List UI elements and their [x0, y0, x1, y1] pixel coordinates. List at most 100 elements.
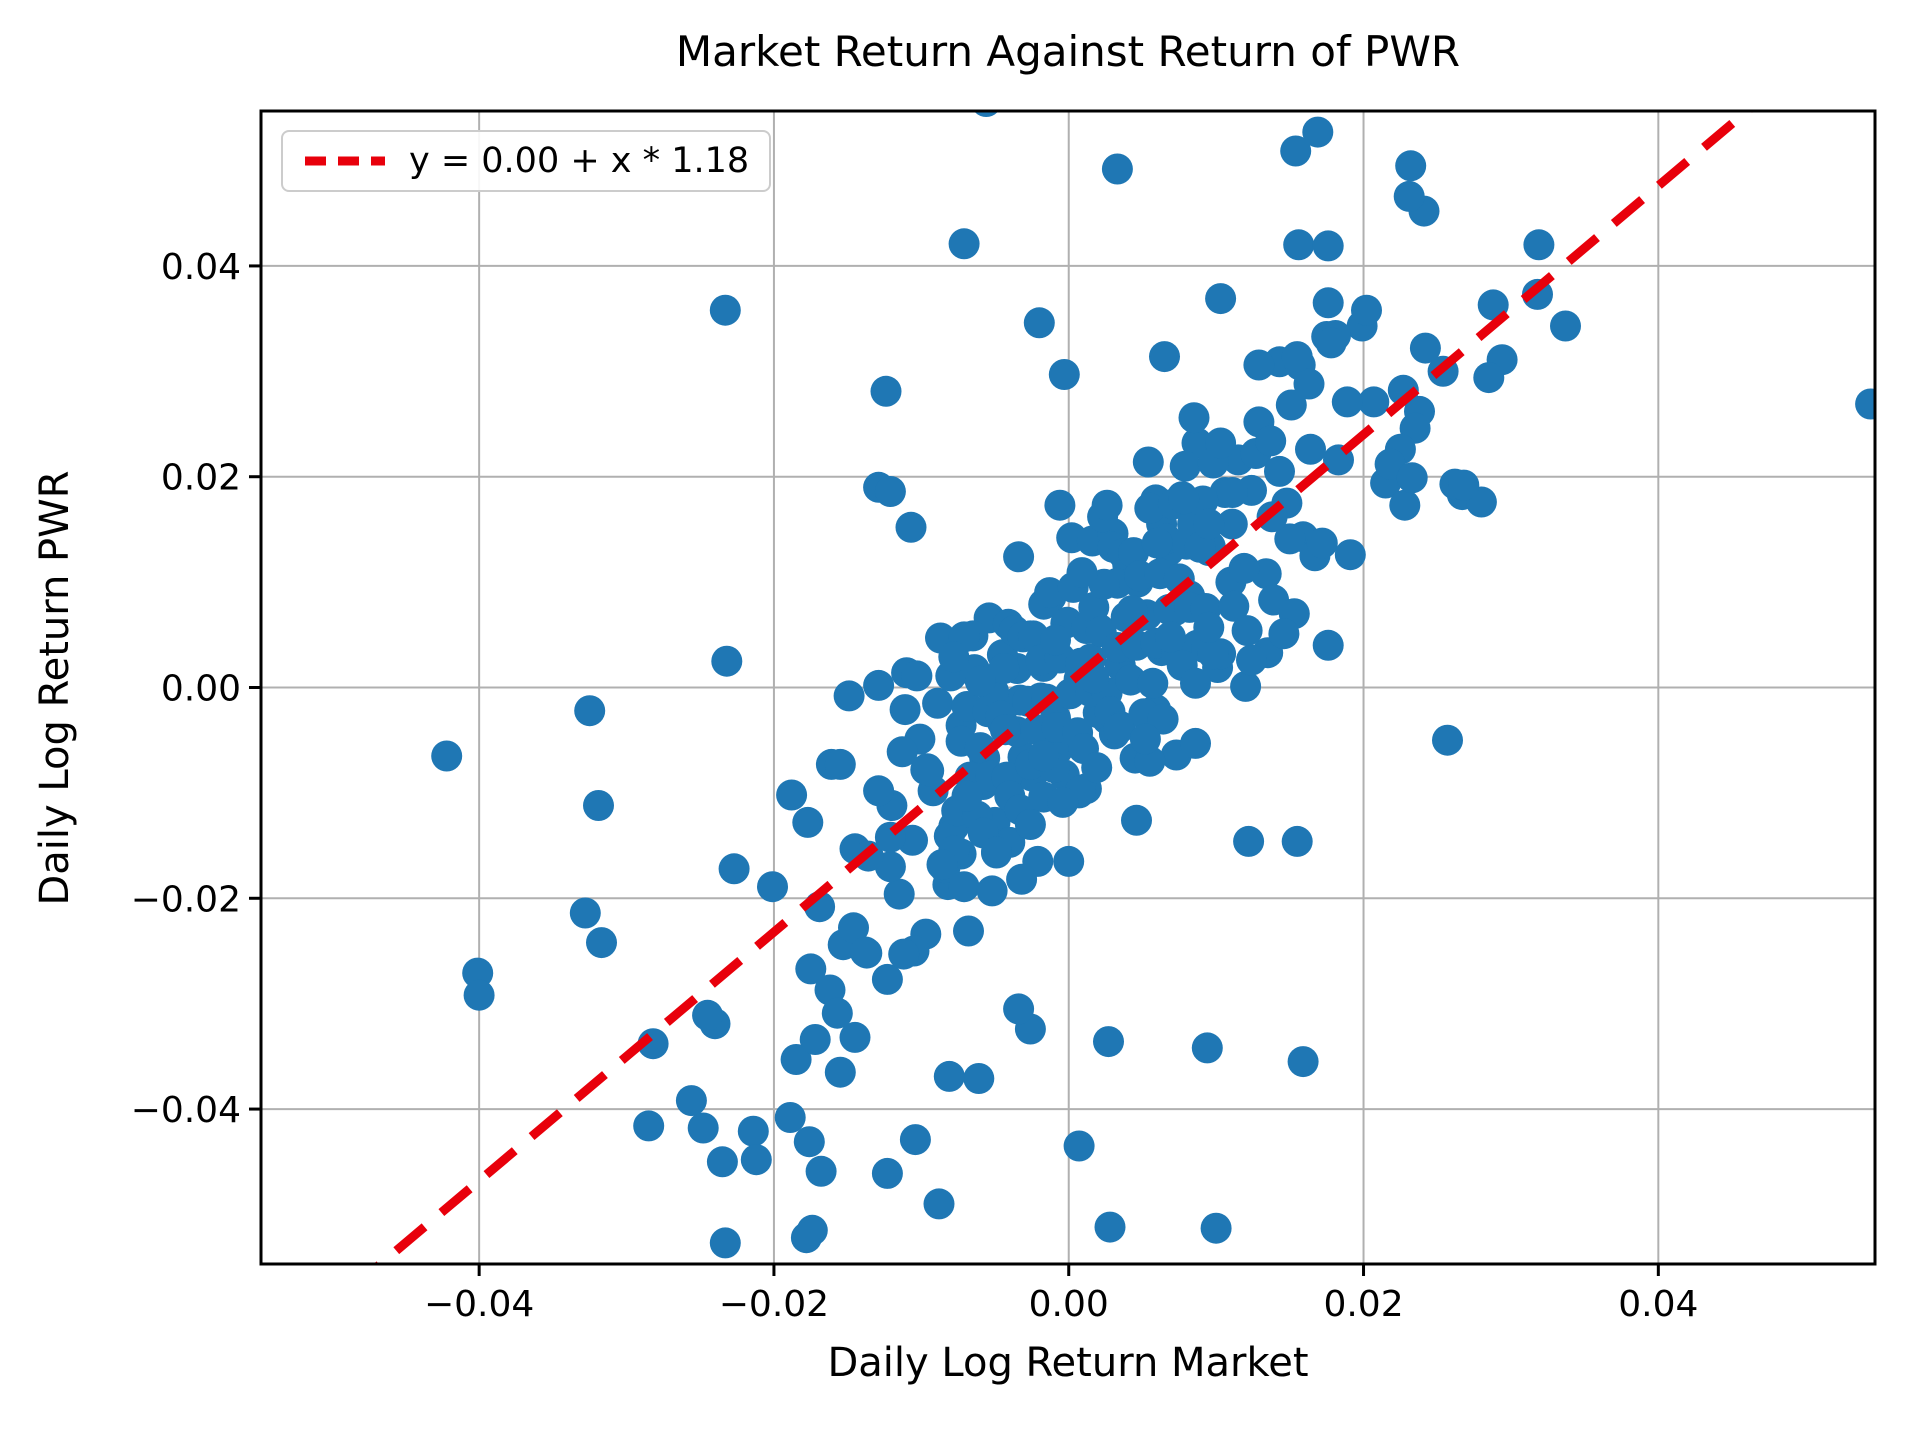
scatter-point — [838, 912, 869, 944]
y-tick-label: 0.00 — [161, 669, 241, 710]
scatter-point — [1003, 541, 1035, 573]
scatter-point — [839, 1021, 871, 1053]
y-axis-label: Daily Log Return PWR — [32, 470, 78, 906]
scatter-point — [1331, 386, 1363, 418]
scatter-point — [1132, 446, 1164, 478]
scatter-point — [1855, 388, 1875, 420]
scatter-point — [874, 476, 906, 507]
scatter-point — [740, 1144, 772, 1176]
scatter-point — [1147, 703, 1179, 735]
scatter-point — [951, 780, 983, 812]
scatter-point — [793, 1126, 825, 1158]
scatter-points-group — [431, 111, 1875, 1259]
scatter-point — [1044, 489, 1076, 521]
scatter-point — [981, 836, 1012, 868]
scatter-point — [1281, 825, 1313, 857]
x-tick-label: 0.02 — [1323, 1284, 1403, 1325]
scatter-point — [976, 875, 1008, 907]
scatter-point — [1028, 740, 1060, 772]
scatter-point — [805, 1155, 837, 1187]
scatter-point — [795, 953, 827, 985]
scatter-point — [821, 997, 853, 1029]
scatter-point — [1200, 1212, 1232, 1244]
scatter-point — [1396, 462, 1428, 494]
scatter-point — [1191, 1032, 1223, 1064]
scatter-point — [863, 669, 895, 701]
scatter-point — [796, 1214, 828, 1246]
scatter-point — [1395, 150, 1427, 182]
scatter-point — [1101, 153, 1133, 185]
scatter-point — [849, 936, 881, 968]
scatter-point — [1236, 644, 1267, 676]
scatter-point — [711, 645, 743, 677]
scatter-point — [1047, 786, 1079, 818]
scatter-point — [1091, 489, 1123, 521]
scatter-point — [1023, 307, 1055, 339]
scatter-point — [1149, 341, 1180, 373]
scatter-point — [1315, 327, 1347, 359]
scatter-point — [574, 695, 606, 727]
scatter-point — [1129, 723, 1161, 755]
scatter-point — [1003, 993, 1035, 1025]
scatter-point — [1094, 1211, 1126, 1243]
scatter-point — [926, 849, 958, 881]
chart-title: Market Return Against Return of PWR — [675, 27, 1461, 76]
scatter-point — [463, 979, 495, 1011]
scatter-point — [1275, 389, 1307, 421]
scatter-point — [1358, 386, 1390, 418]
scatter-point — [1255, 425, 1287, 457]
scatter-point — [1197, 638, 1229, 670]
scatter-point — [1134, 492, 1166, 524]
scatter-point — [883, 878, 915, 910]
scatter-point — [1066, 557, 1098, 589]
scatter-point — [1141, 527, 1173, 559]
scatter-point — [1180, 727, 1211, 759]
scatter-point — [774, 1102, 806, 1133]
scatter-point — [1137, 667, 1169, 699]
scatter-point — [431, 740, 463, 772]
scatter-point — [1205, 427, 1237, 459]
scatter-point — [1216, 477, 1248, 508]
scatter-point — [1193, 611, 1225, 643]
scatter-point — [1193, 508, 1225, 540]
scatter-point — [709, 1227, 741, 1259]
scatter-point — [692, 999, 724, 1031]
y-tick-label: −0.02 — [131, 879, 241, 920]
x-tick-label: 0.04 — [1618, 1284, 1698, 1325]
x-tick-label: 0.00 — [1029, 1284, 1109, 1325]
legend-label: y = 0.00 + x * 1.18 — [409, 141, 750, 181]
scatter-point — [888, 938, 920, 970]
scatter-point — [569, 897, 601, 929]
x-tick-label: −0.04 — [424, 1284, 534, 1325]
scatter-point — [895, 511, 927, 543]
scatter-point — [780, 1044, 812, 1075]
scatter-point — [948, 871, 980, 903]
scatter-point — [899, 1124, 931, 1156]
scatter-point — [1274, 523, 1306, 555]
scatter-point — [1048, 359, 1080, 390]
scatter-point — [799, 1024, 831, 1055]
scatter-point — [1306, 527, 1338, 559]
scatter-point — [1312, 287, 1344, 319]
scatter-point — [1231, 615, 1263, 647]
scatter-point — [1168, 483, 1200, 515]
scatter-point — [1103, 713, 1135, 745]
scatter-point — [901, 660, 933, 692]
scatter-point — [1550, 310, 1581, 342]
scatter-point — [1448, 469, 1480, 501]
scatter-point — [953, 915, 984, 947]
scatter-point — [583, 790, 614, 821]
scatter-point — [709, 294, 741, 326]
scatter-point — [1121, 804, 1152, 836]
scatter-point — [1228, 552, 1260, 584]
scatter-point — [1302, 116, 1334, 148]
scatter-point — [1432, 724, 1463, 756]
scatter-point — [1393, 180, 1425, 212]
scatter-point — [1283, 229, 1315, 261]
scatter-point — [1216, 508, 1248, 540]
scatter-point — [1264, 455, 1295, 487]
scatter-point — [675, 1085, 707, 1117]
scatter-point — [1230, 670, 1262, 702]
scatter-point — [1014, 809, 1046, 840]
